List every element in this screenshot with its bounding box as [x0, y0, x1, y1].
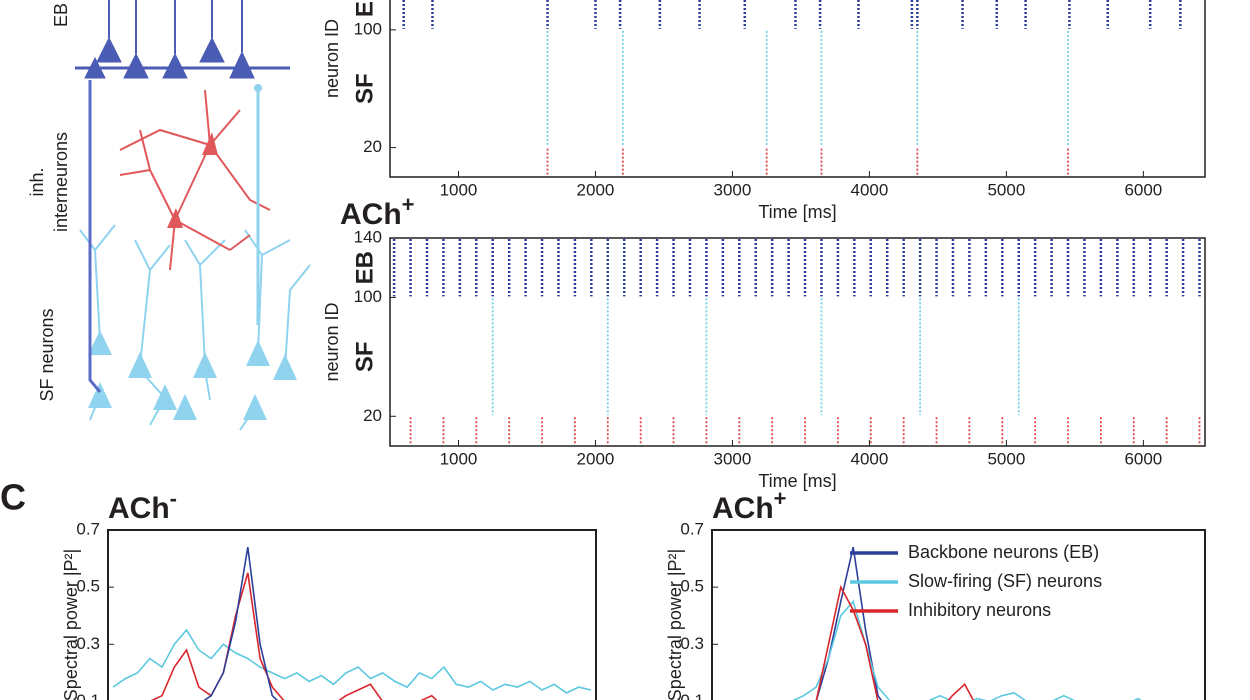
title-superscript: + [774, 486, 787, 511]
x-tick-label: 5000 [987, 180, 1025, 199]
diagram-label: EB [51, 3, 71, 27]
y-tick-label: 0.7 [76, 519, 100, 538]
y-tick-label: 20 [363, 406, 382, 425]
x-tick-label: 1000 [440, 180, 478, 199]
sf-somata [88, 330, 297, 420]
chart-title: ACh- [108, 486, 177, 525]
plot-frame [389, 237, 1206, 447]
title-superscript: - [170, 486, 177, 511]
legend-label: Backbone neurons (EB) [908, 542, 1099, 562]
group-label: EB [351, 251, 378, 284]
interneuron-dendrites [119, 89, 271, 271]
x-tick-label: 5000 [987, 449, 1025, 468]
y-tick-label: 0.5 [680, 577, 704, 596]
x-tick-label: 2000 [577, 180, 615, 199]
x-tick-label: 6000 [1124, 449, 1162, 468]
plot-frame [711, 529, 1206, 700]
y-tick-label: 0.3 [76, 634, 100, 653]
y-tick-label: 100 [354, 287, 382, 306]
x-tick-label: 3000 [714, 180, 752, 199]
y-tick-label: 0.1 [680, 691, 704, 700]
eb-neurons [75, 0, 290, 393]
title-text: ACh [712, 492, 774, 525]
y-tick-label: 100 [354, 19, 382, 38]
y-tick-label: 20 [363, 137, 382, 156]
spectrum-line [112, 628, 592, 694]
spectrum-line [203, 546, 279, 700]
spectrum-line [815, 584, 975, 700]
x-tick-label: 6000 [1124, 180, 1162, 199]
interneuron-somata [167, 132, 218, 228]
y-axis-label: Spectral power |P²| [665, 549, 685, 700]
chart-title: ACh+ [712, 486, 787, 525]
x-tick-label: 4000 [850, 180, 888, 199]
y-tick-label: 0.1 [76, 691, 100, 700]
legend-label: Slow-firing (SF) neurons [908, 571, 1102, 591]
x-axis-label: Time [ms] [758, 202, 836, 222]
y-axis-label: Spectral power |P²| [61, 549, 81, 700]
x-tick-label: 3000 [714, 449, 752, 468]
title-superscript: + [402, 192, 415, 217]
y-tick-label: 140 [354, 227, 382, 246]
y-tick-label: 0.5 [76, 577, 100, 596]
x-tick-label: 2000 [577, 449, 615, 468]
title-text: ACh [108, 492, 170, 525]
group-label: EB [351, 0, 378, 17]
y-tick-label: 0.3 [680, 634, 704, 653]
diagram-label: inh. [27, 167, 47, 196]
panel-label: C [0, 477, 26, 518]
synapse [254, 84, 262, 92]
x-tick-label: 4000 [850, 449, 888, 468]
neuron-diagram: EB inh. interneurons SF neurons [27, 0, 311, 431]
spectrum-line [150, 572, 438, 700]
y-tick-label: 0.7 [680, 519, 704, 538]
y-axis-label: neuron ID [322, 302, 342, 381]
diagram-label: interneurons [51, 132, 71, 232]
sf-dendrites [79, 224, 311, 431]
title-text: ACh [340, 198, 402, 231]
group-label: SF [351, 73, 378, 104]
x-tick-label: 1000 [440, 449, 478, 468]
group-label: SF [351, 342, 378, 373]
y-axis-label: neuron ID [322, 19, 342, 98]
spectrum-line [792, 599, 1142, 700]
plot-frame [107, 529, 597, 700]
x-axis-label: Time [ms] [758, 471, 836, 491]
plot-frame [389, 0, 1206, 178]
legend-label: Inhibitory neurons [908, 600, 1051, 620]
chart-title: ACh+ [340, 192, 415, 231]
diagram-label: SF neurons [37, 308, 57, 401]
